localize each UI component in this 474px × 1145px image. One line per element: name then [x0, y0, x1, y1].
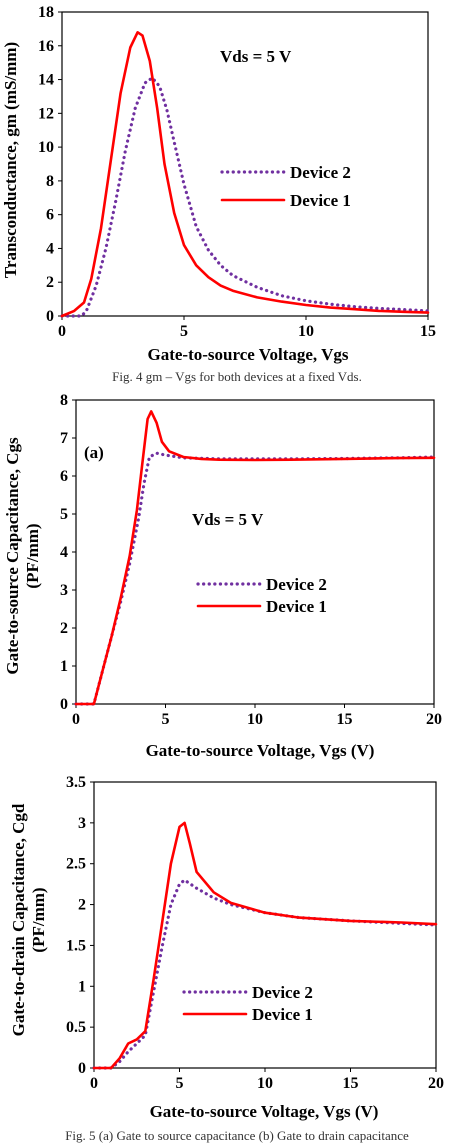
y-tick-label: 8	[60, 392, 68, 409]
fig5-caption: Fig. 5 (a) Gate to source capacitance (b…	[65, 1128, 409, 1143]
x-tick-label: 0	[58, 323, 66, 340]
y-tick-label: 4	[46, 240, 54, 257]
chart1-ylabel: Transconductance, gm (mS/mm)	[1, 42, 20, 278]
x-tick-label: 20	[426, 711, 442, 728]
x-tick-label: 0	[72, 711, 80, 728]
x-tick-label: 5	[162, 711, 170, 728]
x-tick-label: 10	[257, 1075, 273, 1092]
y-tick-label: 3.5	[66, 774, 86, 791]
chart3-ylabel-line2: (PF/mm)	[29, 887, 48, 952]
y-tick-label: 0.5	[66, 1019, 86, 1036]
y-tick-label: 4	[60, 544, 68, 561]
y-tick-label: 18	[38, 4, 54, 21]
chart-transconductance: Transconductance, gm (mS/mm) Gate-to-sou…	[1, 4, 436, 364]
chart-gate-source-capacitance: Gate-to-source Capacitance, Cgs (PF/mm) …	[3, 392, 442, 760]
x-tick-label: 10	[247, 711, 263, 728]
x-tick-label: 20	[428, 1075, 444, 1092]
y-tick-label: 8	[46, 173, 54, 190]
y-tick-label: 3	[78, 815, 86, 832]
chart2-panel-label: (a)	[84, 443, 104, 462]
series-line-device-1	[74, 410, 436, 706]
x-tick-label: 15	[337, 711, 353, 728]
chart1-xlabel: Gate-to-source Voltage, Vgs	[148, 345, 349, 364]
plot-frame	[61, 11, 429, 317]
y-tick-label: 0	[46, 308, 54, 325]
legend-label: Device 1	[252, 1005, 313, 1024]
legend-label: Device 1	[290, 191, 351, 210]
y-tick-label: 2	[60, 620, 68, 637]
y-tick-label: 12	[38, 105, 54, 122]
y-tick-label: 16	[38, 38, 54, 55]
y-tick-label: 14	[38, 72, 54, 89]
chart2-ylabel-line2: (PF/mm)	[23, 523, 42, 588]
chart3-ylabel-line1: Gate-to-drain Capacitance, Cgd	[9, 803, 28, 1036]
series-line-device-1	[92, 821, 438, 1070]
y-tick-label: 2	[46, 274, 54, 291]
y-tick-label: 6	[60, 468, 68, 485]
x-tick-label: 10	[298, 323, 314, 340]
x-tick-label: 5	[180, 323, 188, 340]
y-tick-label: 5	[60, 506, 68, 523]
chart-gate-drain-capacitance: Gate-to-drain Capacitance, Cgd (PF/mm) G…	[9, 774, 444, 1121]
series-line-device-2	[60, 76, 430, 318]
legend-label: Device 2	[290, 163, 351, 182]
y-tick-label: 3	[60, 582, 68, 599]
y-tick-label: 10	[38, 139, 54, 156]
x-tick-label: 15	[343, 1075, 359, 1092]
x-tick-label: 5	[176, 1075, 184, 1092]
series-line-device-1	[60, 30, 430, 318]
legend-label: Device 2	[252, 983, 313, 1002]
chart2-vds-annotation: Vds = 5 V	[192, 510, 264, 529]
legend-label: Device 1	[266, 597, 327, 616]
legend-label: Device 2	[266, 575, 327, 594]
y-tick-label: 1	[78, 978, 86, 995]
series-line-device-2	[92, 878, 438, 1070]
x-tick-label: 15	[420, 323, 436, 340]
chart1-vds-annotation: Vds = 5 V	[220, 47, 292, 66]
chart2-ylabel-line1: Gate-to-source Capacitance, Cgs	[3, 437, 22, 675]
y-tick-label: 7	[60, 430, 68, 447]
y-tick-label: 6	[46, 207, 54, 224]
y-tick-label: 2	[78, 897, 86, 914]
chart3-xlabel: Gate-to-source Voltage, Vgs (V)	[150, 1102, 379, 1121]
y-tick-label: 1.5	[66, 937, 86, 954]
y-tick-label: 1	[60, 658, 68, 675]
y-tick-label: 0	[60, 696, 68, 713]
x-tick-label: 0	[90, 1075, 98, 1092]
series-line-device-2	[74, 451, 436, 706]
chart2-xlabel: Gate-to-source Voltage, Vgs (V)	[146, 741, 375, 760]
y-tick-label: 0	[78, 1060, 86, 1077]
fig4-caption: Fig. 4 gm – Vgs for both devices at a fi…	[112, 369, 362, 384]
y-tick-label: 2.5	[66, 856, 86, 873]
